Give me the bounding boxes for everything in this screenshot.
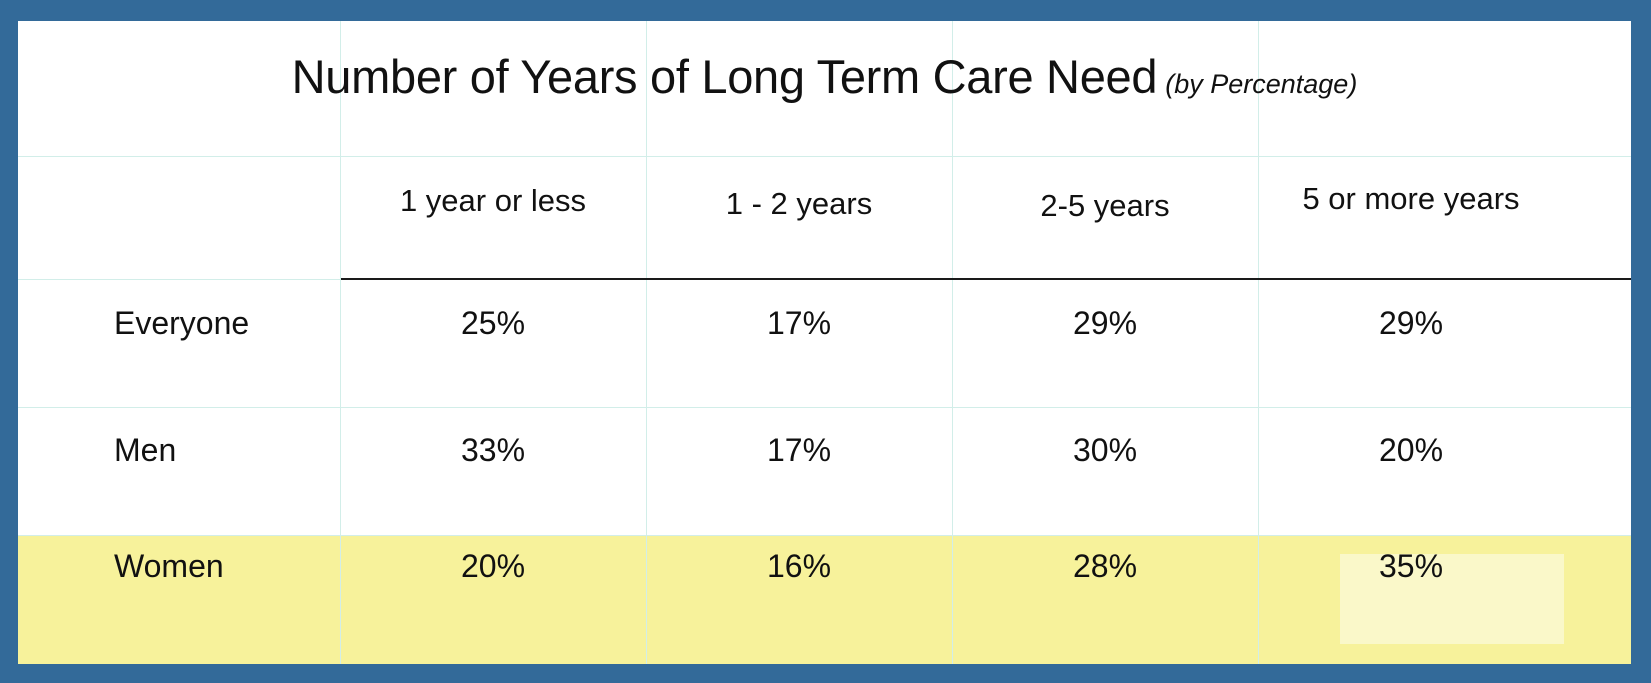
row-label-men: Men — [114, 432, 177, 468]
grid-line-horizontal — [18, 535, 1631, 536]
chart-subtitle: (by Percentage) — [1165, 69, 1358, 99]
row-label-women: Women — [114, 548, 224, 584]
table-cell: 28% — [1072, 548, 1138, 584]
table-cell: 30% — [1072, 432, 1138, 468]
grid-line-horizontal — [18, 407, 1631, 408]
table-cell: 35% — [1378, 548, 1444, 584]
table-cell: 25% — [460, 305, 526, 341]
table-panel: Number of Years of Long Term Care Need (b… — [18, 21, 1631, 664]
chart-title-main: Number of Years of Long Term Care Need — [291, 50, 1158, 103]
grid-line-vertical — [952, 21, 953, 664]
table-cell: 33% — [460, 432, 526, 468]
column-header: 2-5 years — [1040, 188, 1170, 223]
table-cell: 20% — [460, 548, 526, 584]
row-label-everyone: Everyone — [114, 305, 250, 341]
column-header: 1 - 2 years — [725, 186, 873, 221]
grid-line-vertical — [646, 21, 647, 664]
grid-line-horizontal — [18, 156, 1631, 157]
grid-line-vertical — [1258, 21, 1259, 664]
highlighted-cell-background — [1340, 554, 1564, 644]
table-cell: 17% — [766, 305, 832, 341]
column-header: 1 year or less — [399, 183, 587, 218]
column-header: 5 or more years — [1302, 181, 1520, 216]
table-cell: 17% — [766, 432, 832, 468]
table-cell: 20% — [1378, 432, 1444, 468]
table-cell: 16% — [766, 548, 832, 584]
grid-line-vertical — [340, 21, 341, 664]
table-cell: 29% — [1072, 305, 1138, 341]
header-rule — [341, 278, 1631, 280]
table-cell: 29% — [1378, 305, 1444, 341]
chart-title: Number of Years of Long Term Care Need (b… — [18, 49, 1631, 104]
